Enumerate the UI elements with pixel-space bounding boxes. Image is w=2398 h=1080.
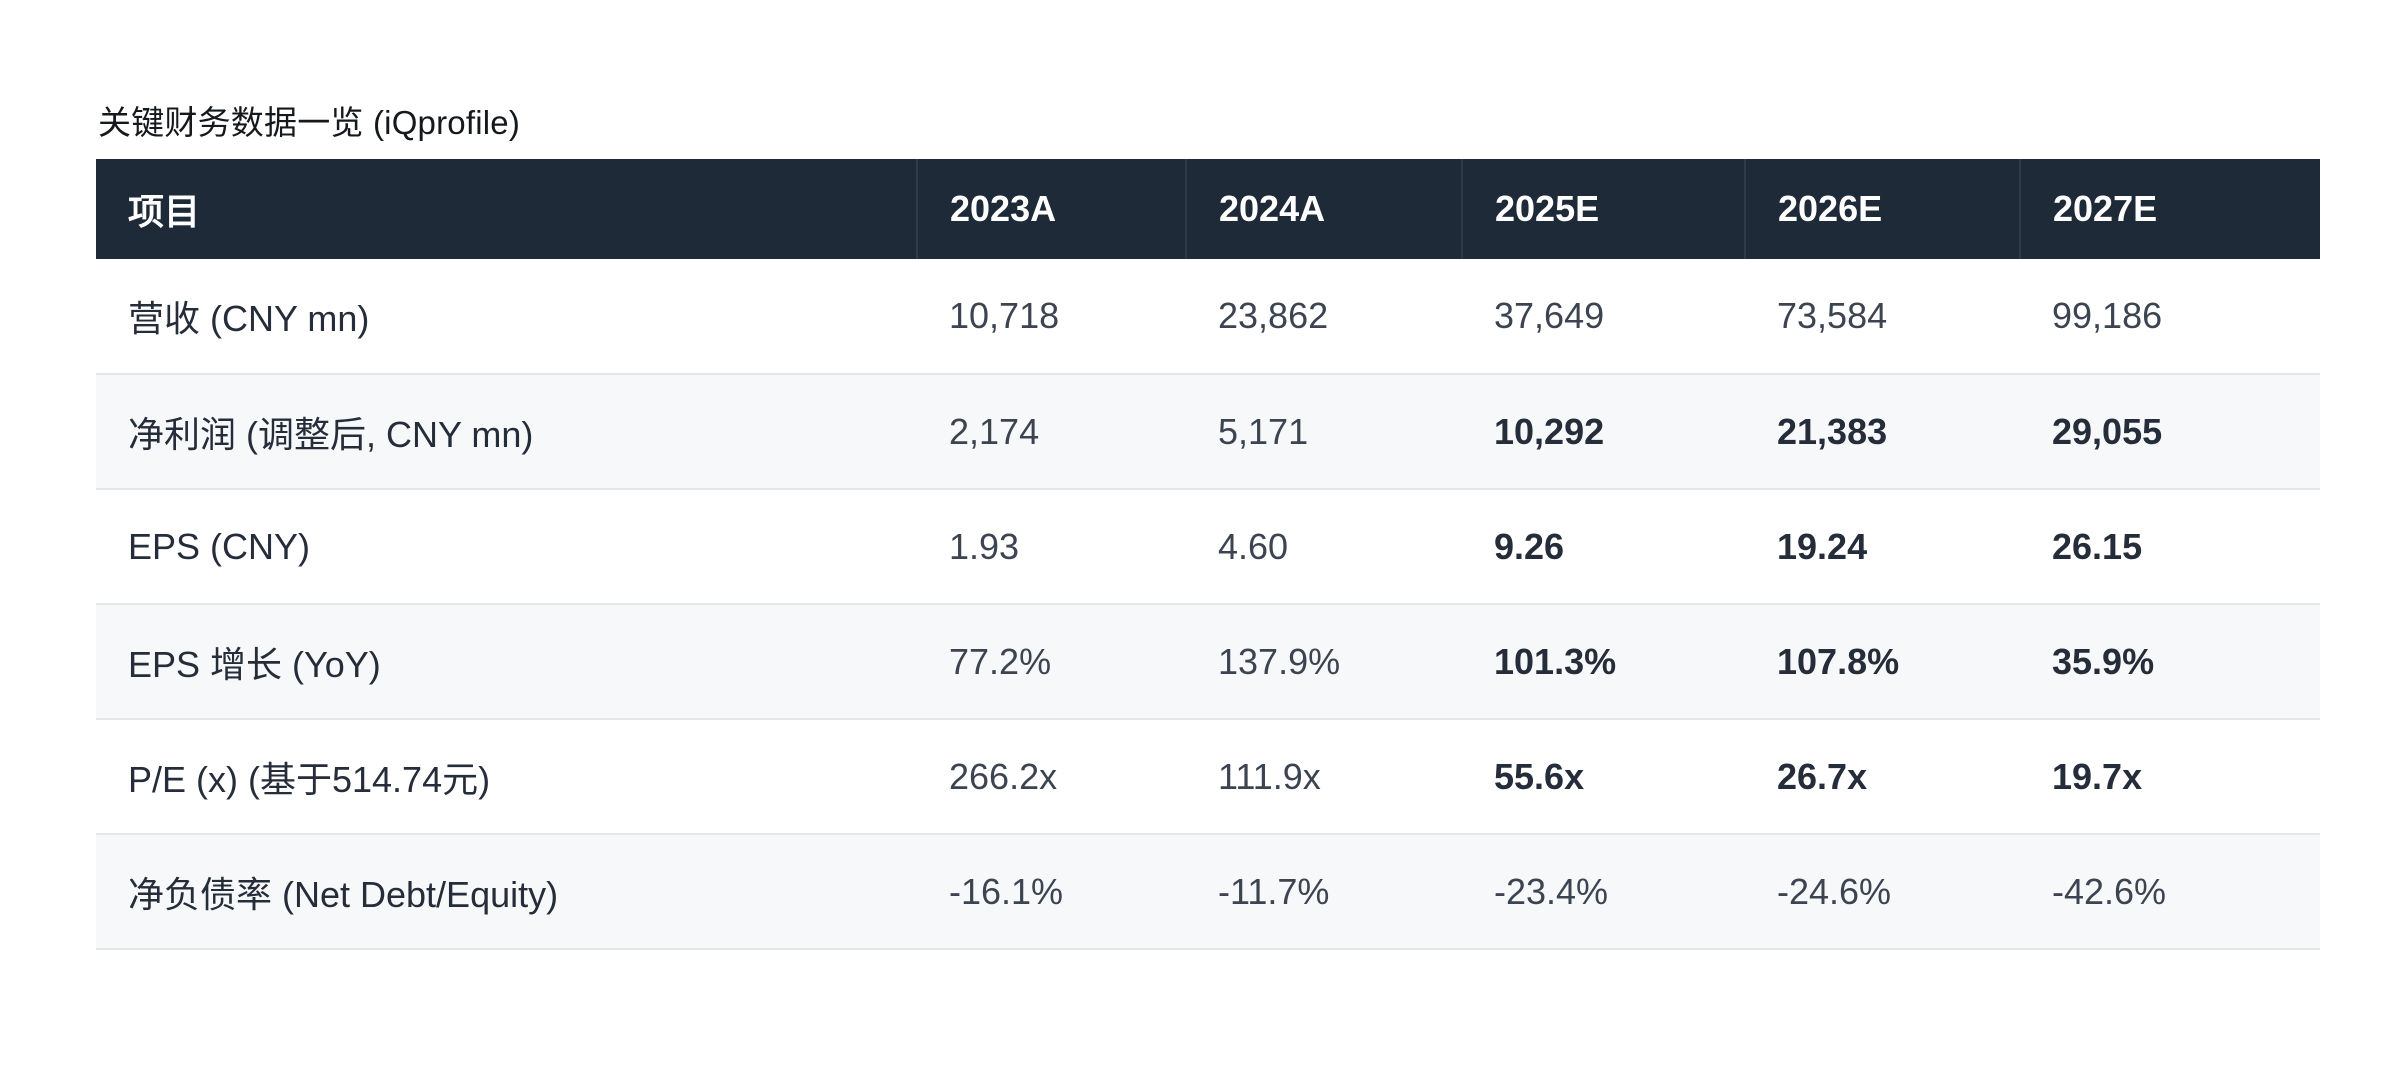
- cell-value: 101.3%: [1462, 604, 1745, 720]
- cell-value: 77.2%: [917, 604, 1186, 720]
- header-cell-2024a: 2024A: [1185, 159, 1462, 259]
- cell-value: 19.7x: [2020, 719, 2320, 835]
- row-label: EPS 增长 (YoY): [96, 604, 917, 720]
- header-row: 项目 2023A 2024A 2025E 2026E 2027E: [96, 159, 2320, 259]
- table-row-eps-growth: EPS 增长 (YoY) 77.2% 137.9% 101.3% 107.8% …: [96, 604, 2320, 720]
- cell-value: 37,649: [1462, 259, 1745, 375]
- cell-value: 10,718: [917, 259, 1186, 375]
- table-body: 营收 (CNY mn) 10,718 23,862 37,649 73,584 …: [96, 259, 2320, 950]
- header-cell-2023a: 2023A: [916, 159, 1186, 259]
- row-label: 净负债率 (Net Debt/Equity): [96, 834, 917, 950]
- table-header: 项目 2023A 2024A 2025E 2026E 2027E: [96, 159, 2320, 259]
- table-title: 关键财务数据一览 (iQprofile): [98, 104, 521, 141]
- cell-value: 4.60: [1186, 489, 1462, 605]
- row-label: 营收 (CNY mn): [96, 259, 917, 375]
- cell-value: 23,862: [1186, 259, 1462, 375]
- table-row-net-debt-equity: 净负债率 (Net Debt/Equity) -16.1% -11.7% -23…: [96, 834, 2320, 950]
- page: 关键财务数据一览 (iQprofile) 项目 2023A 2024A 2025…: [96, 104, 2320, 950]
- row-label: 净利润 (调整后, CNY mn): [96, 374, 917, 490]
- row-label: P/E (x) (基于514.74元): [96, 719, 917, 835]
- cell-value: -16.1%: [917, 834, 1186, 950]
- cell-value: 21,383: [1745, 374, 2020, 490]
- table-row-pe: P/E (x) (基于514.74元) 266.2x 111.9x 55.6x …: [96, 719, 2320, 835]
- header-cell-2025e: 2025E: [1461, 159, 1745, 259]
- cell-value: -24.6%: [1745, 834, 2020, 950]
- cell-value: 99,186: [2020, 259, 2320, 375]
- cell-value: -23.4%: [1462, 834, 1745, 950]
- cell-value: 1.93: [917, 489, 1186, 605]
- header-cell-2027e: 2027E: [2019, 159, 2320, 259]
- cell-value: 9.26: [1462, 489, 1745, 605]
- cell-value: 26.15: [2020, 489, 2320, 605]
- cell-value: 111.9x: [1186, 719, 1462, 835]
- cell-value: 2,174: [917, 374, 1186, 490]
- cell-value: 5,171: [1186, 374, 1462, 490]
- cell-value: 107.8%: [1745, 604, 2020, 720]
- table-row-revenue: 营收 (CNY mn) 10,718 23,862 37,649 73,584 …: [96, 259, 2320, 375]
- row-label: EPS (CNY): [96, 489, 917, 605]
- cell-value: 266.2x: [917, 719, 1186, 835]
- cell-value: -11.7%: [1186, 834, 1462, 950]
- cell-value: -42.6%: [2020, 834, 2320, 950]
- header-cell-item: 项目: [96, 159, 917, 259]
- cell-value: 26.7x: [1745, 719, 2020, 835]
- cell-value: 35.9%: [2020, 604, 2320, 720]
- table-row-eps: EPS (CNY) 1.93 4.60 9.26 19.24 26.15: [96, 489, 2320, 605]
- cell-value: 137.9%: [1186, 604, 1462, 720]
- cell-value: 19.24: [1745, 489, 2020, 605]
- financial-summary-table: 项目 2023A 2024A 2025E 2026E 2027E 营收 (CNY…: [96, 159, 2320, 950]
- header-cell-2026e: 2026E: [1744, 159, 2020, 259]
- cell-value: 73,584: [1745, 259, 2020, 375]
- cell-value: 55.6x: [1462, 719, 1745, 835]
- cell-value: 10,292: [1462, 374, 1745, 490]
- cell-value: 29,055: [2020, 374, 2320, 490]
- table-row-net-profit: 净利润 (调整后, CNY mn) 2,174 5,171 10,292 21,…: [96, 374, 2320, 490]
